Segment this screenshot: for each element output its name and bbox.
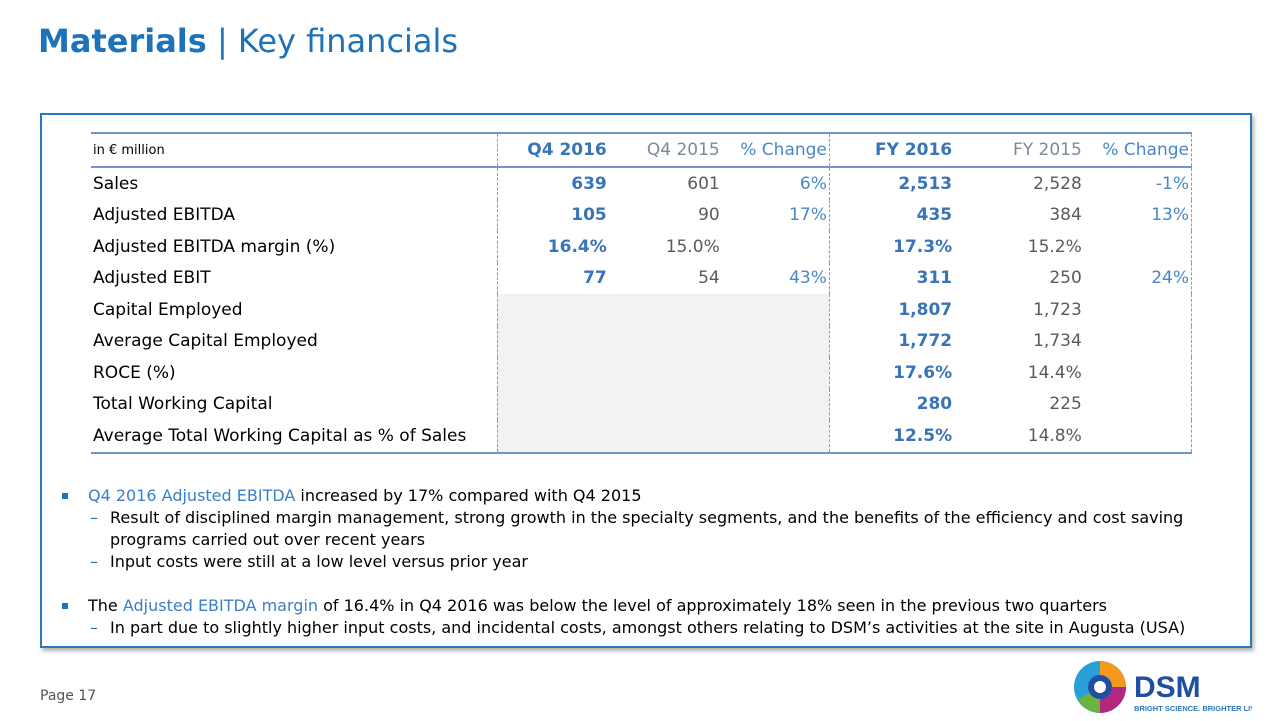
column-header: in € million — [91, 132, 498, 168]
cell-value: 43% — [721, 262, 830, 294]
cell-value: 17% — [721, 199, 830, 231]
cell-value — [608, 294, 722, 326]
bullet: Q4 2016 Adjusted EBITDA increased by 17%… — [58, 485, 1250, 507]
row-label: Sales — [93, 173, 139, 194]
column-header: % Change — [1083, 132, 1192, 168]
column-header: % Change — [721, 132, 830, 168]
row-label: Capital Employed — [93, 299, 243, 320]
cell-value: 6% — [721, 167, 830, 200]
table-row: Adjusted EBITDA margin (%) 16.4% 15.0% 17.3… — [91, 231, 1192, 263]
cell-value: 1,772 — [898, 331, 953, 352]
financials-table: in € million Q4 2016 Q4 2015% Change FY 201… — [91, 132, 1192, 454]
cell-value — [496, 325, 609, 357]
sub-bullet: In part due to slightly higher input cos… — [58, 617, 1250, 639]
cell-value: 2,513 — [898, 173, 953, 194]
table-row: Average Capital Employed 1,772 1,734 — [91, 325, 1192, 357]
table-row: Total Working Capital 280 225 — [91, 388, 1192, 420]
cell-value — [721, 420, 830, 454]
svg-text:DSM: DSM — [1134, 671, 1201, 704]
cell-value: 77 — [496, 262, 609, 294]
sub-bullet: Input costs were still at a low level ve… — [58, 551, 1250, 573]
cell-value — [496, 420, 609, 454]
cell-value — [1083, 388, 1192, 420]
cell-value — [1083, 325, 1192, 357]
cell-value — [608, 388, 722, 420]
cell-value — [496, 294, 609, 326]
row-label: Adjusted EBITDA — [93, 205, 236, 226]
row-label: Average Capital Employed — [93, 331, 318, 352]
cell-value — [496, 388, 609, 420]
cell-value: 1,734 — [1033, 331, 1082, 352]
row-label: Adjusted EBIT — [93, 268, 211, 289]
cell-value: 384 — [1049, 205, 1082, 226]
cell-value — [608, 357, 722, 389]
table-row: Capital Employed 1,807 1,723 — [91, 294, 1192, 326]
column-header: Q4 2016 — [496, 132, 609, 168]
table-row: Sales 639 601 6% 2,513 2,528 -1% — [91, 167, 1192, 200]
cell-value — [721, 325, 830, 357]
cell-value: -1% — [1083, 167, 1192, 200]
cell-value — [1083, 231, 1192, 263]
cell-value: 16.4% — [496, 231, 609, 263]
bullet-text: of 16.4% in Q4 2016 was below the level … — [318, 596, 1107, 615]
cell-value — [1083, 357, 1192, 389]
cell-value: 2,528 — [1033, 173, 1082, 194]
cell-value: 280 — [916, 394, 953, 415]
cell-value — [721, 357, 830, 389]
commentary: Q4 2016 Adjusted EBITDA increased by 17%… — [58, 485, 1250, 639]
cell-value: 15.2% — [1027, 236, 1082, 257]
svg-text:BRIGHT SCIENCE. BRIGHTER LIVIN: BRIGHT SCIENCE. BRIGHTER LIVING. — [1134, 704, 1252, 713]
cell-value — [608, 325, 722, 357]
table-row: Adjusted EBIT 77 54 43% 311 250 24% — [91, 262, 1192, 294]
row-label: Average Total Working Capital as % of Sa… — [91, 420, 498, 454]
cell-value: 14.8% — [954, 420, 1084, 454]
column-header: Q4 2015 — [608, 132, 722, 168]
content-box: in € million Q4 2016 Q4 2015% Change FY 201… — [40, 113, 1252, 648]
page-title: Materials | Key financials — [38, 22, 459, 60]
cell-value — [608, 420, 722, 454]
cell-value — [721, 294, 830, 326]
cell-value — [496, 357, 609, 389]
cell-value — [1083, 294, 1192, 326]
cell-value: 90 — [698, 205, 720, 226]
cell-value: 435 — [916, 205, 953, 226]
dsm-logo: DSM BRIGHT SCIENCE. BRIGHTER LIVING. — [1072, 655, 1271, 721]
bullet-text: increased by 17% compared with Q4 2015 — [295, 486, 642, 505]
cell-value: 1,807 — [898, 299, 953, 320]
row-label: Total Working Capital — [93, 394, 273, 415]
table-row: Average Total Working Capital as % of Sa… — [91, 420, 1192, 454]
cell-value — [721, 388, 830, 420]
cell-value: 105 — [496, 199, 609, 231]
cell-value: 15.0% — [665, 236, 720, 257]
cell-value: 311 — [916, 268, 953, 289]
table-row: Adjusted EBITDA 105 90 17% 435 384 13% — [91, 199, 1192, 231]
cell-value: 17.3% — [893, 236, 953, 257]
cell-value: 225 — [1049, 394, 1082, 415]
cell-value: 24% — [1083, 262, 1192, 294]
cell-value: 250 — [1049, 268, 1082, 289]
cell-value — [1083, 420, 1192, 454]
bullet-prefix: The — [88, 596, 123, 615]
bullet-highlight: Adjusted EBITDA margin — [122, 596, 319, 615]
table-row: ROCE (%) 17.6% 14.4% — [91, 357, 1192, 389]
cell-value — [721, 231, 830, 263]
cell-value: 17.6% — [893, 362, 953, 383]
bullet: The Adjusted EBITDA margin of 16.4% in Q… — [58, 595, 1250, 617]
cell-value: 13% — [1083, 199, 1192, 231]
row-label: Adjusted EBITDA margin (%) — [93, 236, 336, 257]
cell-value: 54 — [698, 268, 720, 289]
column-header: FY 2016 — [829, 132, 955, 168]
cell-value: 639 — [496, 167, 609, 200]
cell-value: 1,723 — [1033, 299, 1082, 320]
cell-value: 12.5% — [829, 420, 955, 454]
bullet-highlight: Q4 2016 Adjusted EBITDA — [88, 486, 296, 505]
cell-value: 14.4% — [1027, 362, 1082, 383]
column-header: FY 2015 — [954, 132, 1084, 168]
row-label: ROCE (%) — [93, 362, 176, 383]
sub-bullet: Result of disciplined margin management,… — [58, 507, 1250, 551]
page-number: Page 17 — [40, 688, 97, 704]
cell-value: 601 — [687, 173, 720, 194]
